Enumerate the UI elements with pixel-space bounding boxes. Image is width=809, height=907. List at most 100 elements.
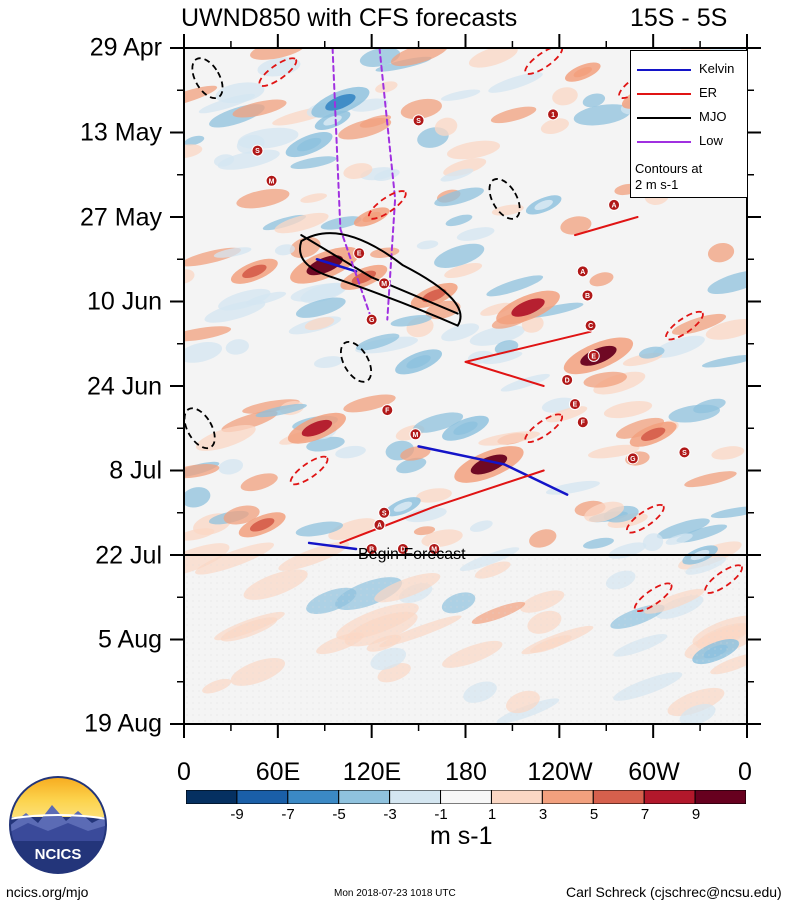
storm-marker: A xyxy=(373,518,386,531)
storm-marker-dot xyxy=(365,313,378,326)
anomaly-cell xyxy=(416,240,439,250)
storm-marker-dot xyxy=(378,277,391,290)
x-tick-label: 60W xyxy=(628,758,680,786)
anomaly-cell xyxy=(705,318,747,340)
anomaly-core xyxy=(325,93,356,111)
anomaly-cell xyxy=(236,188,290,209)
x-tick-label: 60E xyxy=(255,758,301,786)
anomaly-cell xyxy=(359,114,392,128)
storm-marker: G xyxy=(365,313,378,326)
colorbar-swatch xyxy=(287,790,340,804)
legend-swatch-low xyxy=(637,141,691,143)
storm-marker-dot xyxy=(412,114,425,127)
anomaly-core xyxy=(511,298,545,317)
storm-marker: 1 xyxy=(547,108,560,121)
anomaly-cell xyxy=(642,533,664,552)
anomaly-cell xyxy=(434,187,484,207)
storm-marker-dot xyxy=(587,349,600,362)
anomaly-cell xyxy=(546,406,588,423)
anomaly-cell xyxy=(582,93,606,108)
storm-marker-label: E xyxy=(591,353,596,360)
anomaly-cell xyxy=(328,518,377,541)
wave-contour-kelvin xyxy=(307,541,358,551)
anomaly-cell xyxy=(306,436,345,452)
storm-marker-dot xyxy=(576,265,589,278)
colorbar-label: -7 xyxy=(281,806,295,823)
x-tick-label: 0 xyxy=(738,758,752,786)
anomaly-cell xyxy=(425,300,461,320)
anomaly-cell xyxy=(434,117,458,136)
storm-marker: E xyxy=(587,349,600,362)
anomaly-cell xyxy=(552,87,578,106)
anomaly-cell xyxy=(587,444,640,459)
anomaly-cell xyxy=(290,283,347,302)
storm-marker-label: G xyxy=(630,456,636,463)
colorbar-swatch xyxy=(541,790,594,804)
wave-contour-er xyxy=(339,469,545,544)
storm-marker: M xyxy=(378,277,391,290)
anomaly-cell xyxy=(274,212,329,234)
storm-marker-label: B xyxy=(585,293,590,300)
anomaly-cell xyxy=(573,104,631,126)
y-tick-label: 10 Jun xyxy=(86,287,162,316)
anomaly-cell xyxy=(413,526,436,536)
colorbar-swatch xyxy=(338,790,391,804)
storm-marker-dot xyxy=(608,198,621,211)
anomaly-cell xyxy=(456,227,495,241)
footer-timestamp: Mon 2018-07-23 1018 UTC xyxy=(334,888,456,899)
storm-marker-label: S xyxy=(382,510,387,517)
logo-text: NCICS xyxy=(35,846,82,863)
storm-marker-label: C xyxy=(588,323,593,330)
legend-label-mjo: MJO xyxy=(699,109,727,124)
footer-site: ncics.org/mjo xyxy=(6,884,89,900)
storm-marker-dot xyxy=(584,319,597,332)
colorbar-label: -3 xyxy=(383,806,397,823)
storm-marker: F xyxy=(576,416,589,429)
anomaly-core xyxy=(640,427,666,442)
anomaly-core xyxy=(470,454,508,475)
storm-marker-label: D xyxy=(565,377,570,384)
anomaly-core xyxy=(406,355,431,369)
x-tick-label: 120E xyxy=(342,758,402,786)
colorbar-swatch xyxy=(592,790,645,804)
storm-marker-label: M xyxy=(381,281,387,288)
anomaly-core xyxy=(422,288,447,303)
chart-region: 15S - 5S xyxy=(630,4,728,32)
y-tick-label: 29 Apr xyxy=(89,33,162,62)
y-tick-label: 19 Aug xyxy=(84,709,162,738)
anomaly-cell xyxy=(400,98,442,120)
anomaly-cell xyxy=(488,72,543,93)
colorbar-swatch xyxy=(236,790,289,804)
anomaly-cell xyxy=(400,446,431,461)
storm-marker-label: F xyxy=(581,420,586,427)
storm-marker-label: M xyxy=(413,432,419,439)
anomaly-cell xyxy=(480,302,512,316)
anomaly-cell xyxy=(304,317,335,331)
wave-contour-er xyxy=(633,582,673,613)
anomaly-cell xyxy=(300,193,328,203)
wave-contour-mjo xyxy=(300,234,459,315)
wave-contour-mjo xyxy=(299,232,462,327)
storm-marker-label: A xyxy=(580,269,585,276)
storm-marker-dot xyxy=(251,144,264,157)
storm-marker-label: S xyxy=(255,148,260,155)
anomaly-cell xyxy=(396,457,427,474)
storm-marker: S xyxy=(251,144,264,157)
anomaly-cell xyxy=(500,373,550,392)
anomaly-cell xyxy=(447,140,501,160)
anomaly-cell xyxy=(195,424,256,451)
anomaly-cell xyxy=(468,48,518,68)
storm-marker-label: G xyxy=(369,317,375,324)
storm-marker-label: S xyxy=(416,118,421,125)
colorbar-swatch xyxy=(490,790,543,804)
anomaly-core xyxy=(249,518,275,532)
y-tick-label: 24 Jun xyxy=(86,372,162,401)
anomaly-cell xyxy=(240,473,278,492)
y-tick-label: 27 May xyxy=(80,203,162,232)
anomaly-cell xyxy=(701,354,747,368)
wave-contour-low xyxy=(331,48,373,321)
storm-marker-label: F xyxy=(385,408,390,415)
colorbar-swatch xyxy=(643,790,696,804)
anomaly-cell xyxy=(583,371,628,388)
storm-marker-dot xyxy=(353,247,366,260)
